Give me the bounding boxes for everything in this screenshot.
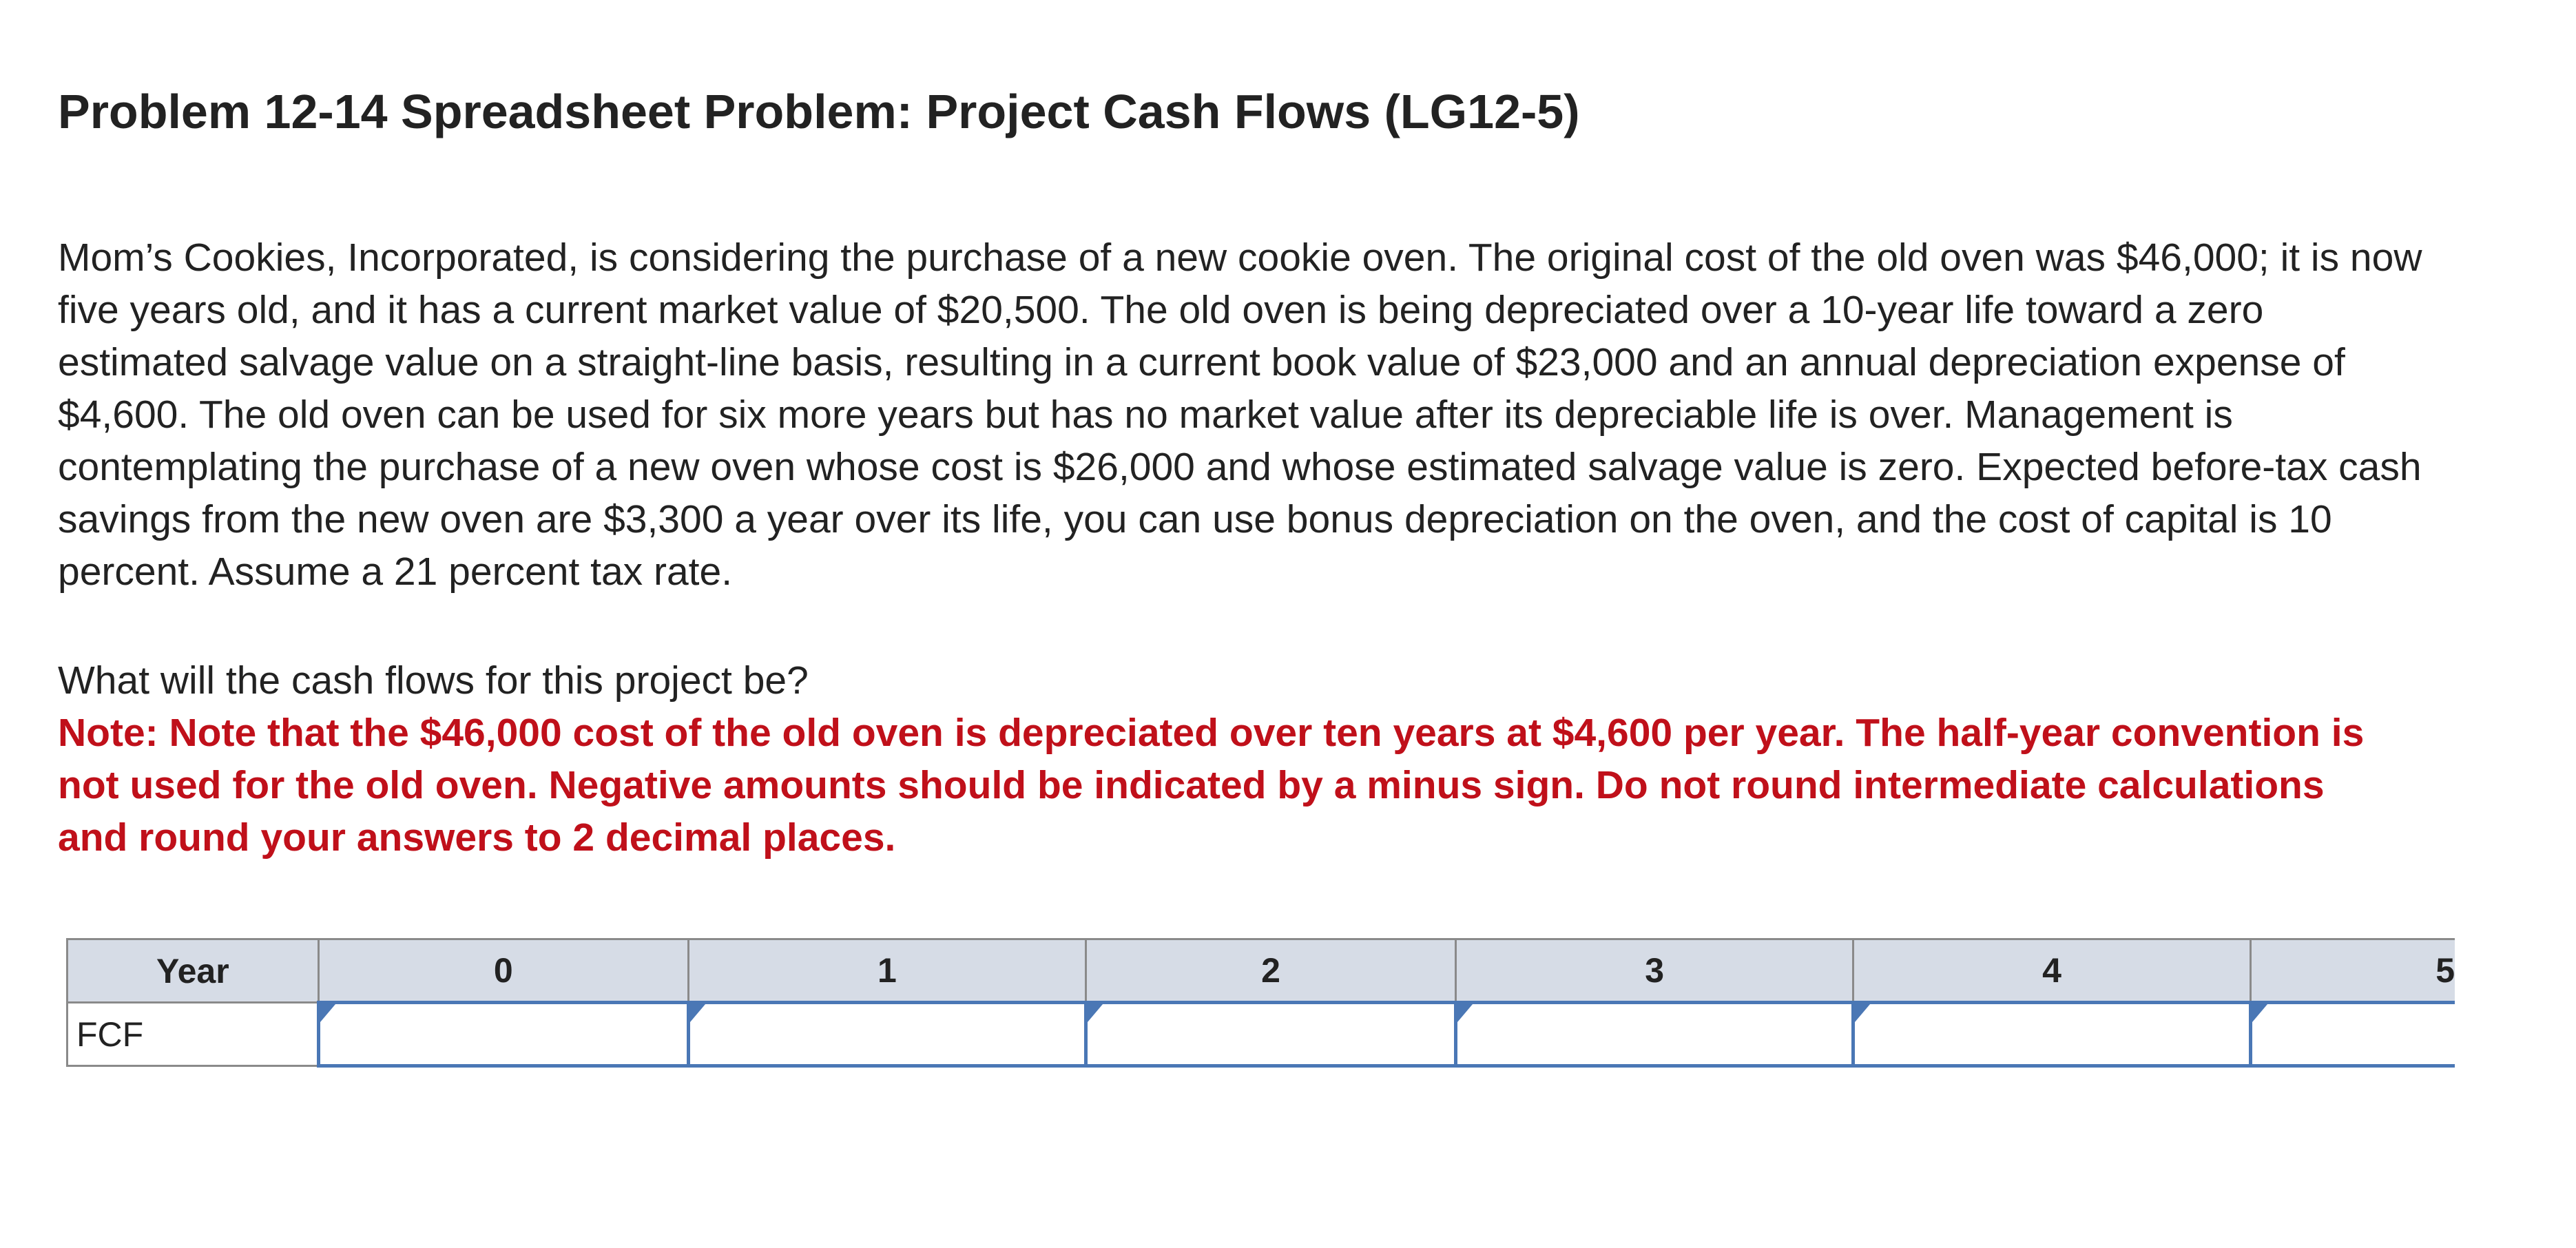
problem-description: Mom’s Cookies, Incorporated, is consider…	[58, 236, 2422, 594]
year-header-0: 0	[317, 938, 690, 1003]
fcf-row-label: FCF	[66, 1001, 320, 1067]
year-header-label: Year	[66, 938, 320, 1003]
year-header-5: 5	[2249, 938, 2455, 1003]
question-text: What will the cash flows for this projec…	[58, 658, 809, 703]
fcf-input-year-5[interactable]	[2252, 1004, 2455, 1064]
table-viewport: Year 0 1 2 3 4 5 FCF	[66, 938, 2455, 1068]
fcf-cell-year-1[interactable]	[687, 1001, 1086, 1068]
fcf-input-year-3[interactable]	[1457, 1004, 1852, 1064]
table-row: FCF	[66, 1001, 2455, 1068]
year-header-4: 4	[1852, 938, 2252, 1003]
fcf-cell-year-2[interactable]	[1083, 1001, 1456, 1068]
cash-flow-table: Year 0 1 2 3 4 5 FCF	[66, 938, 2455, 1068]
instruction-note: Note: Note that the $46,000 cost of the …	[58, 711, 2365, 860]
year-header-2: 2	[1084, 938, 1457, 1003]
year-header-3: 3	[1455, 938, 1855, 1003]
fcf-input-year-1[interactable]	[690, 1004, 1084, 1064]
fcf-input-year-4[interactable]	[1855, 1004, 2249, 1064]
fcf-cell-year-3[interactable]	[1454, 1001, 1853, 1068]
year-header-1: 1	[687, 938, 1087, 1003]
fcf-input-year-2[interactable]	[1087, 1004, 1455, 1064]
fcf-cell-year-5[interactable]	[2248, 1001, 2455, 1068]
table-header-row: Year 0 1 2 3 4 5	[66, 938, 2455, 1003]
problem-title: Problem 12-14 Spreadsheet Problem: Proje…	[58, 85, 1580, 138]
fcf-input-year-0[interactable]	[320, 1004, 687, 1064]
fcf-cell-year-4[interactable]	[1851, 1001, 2251, 1068]
fcf-cell-year-0[interactable]	[316, 1001, 689, 1068]
